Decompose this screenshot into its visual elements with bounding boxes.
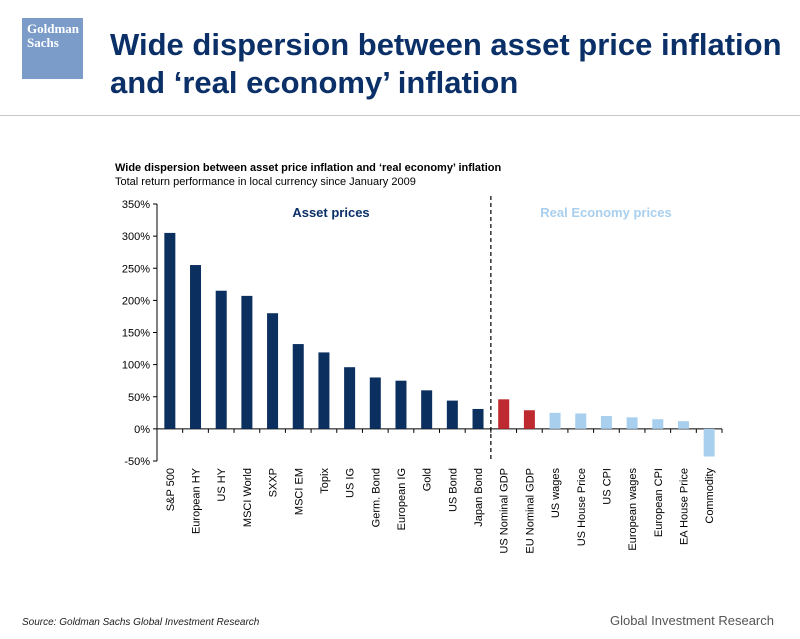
x-category-label: US CPI [601, 468, 613, 505]
page-title-line-2: and ‘real economy’ inflation [110, 65, 519, 100]
bar [626, 417, 638, 429]
y-tick-label: 300% [122, 231, 150, 243]
x-category-label: SXXP [268, 468, 280, 497]
bar [369, 377, 381, 429]
y-tick-label: 150% [122, 328, 150, 340]
logo-line-1: Goldman [27, 21, 80, 36]
y-tick-label: 100% [122, 360, 150, 372]
bar [523, 410, 535, 429]
x-category-label: Japan Bond [473, 468, 485, 527]
x-category-label: US Nominal GDP [499, 468, 511, 554]
bar [677, 421, 689, 429]
x-category-label: Germ. Bond [370, 468, 382, 527]
x-category-label: Topix [319, 468, 331, 494]
bar [395, 380, 407, 429]
bar [344, 367, 356, 429]
bar [292, 344, 304, 429]
bar [215, 290, 227, 429]
logo-line-2: Sachs [27, 35, 59, 50]
x-category-label: US wages [550, 468, 562, 519]
bar [241, 295, 253, 429]
bar [549, 412, 561, 429]
bar [703, 428, 715, 457]
x-category-label: Gold [422, 468, 434, 491]
bar [190, 265, 202, 429]
annotation-real-economy-prices: Real Economy prices [540, 205, 672, 220]
bar [164, 232, 176, 429]
footer-brand: Global Investment Research [609, 613, 774, 628]
x-category-label: Commodity [704, 468, 716, 524]
x-category-label: US House Price [576, 468, 588, 546]
bar [472, 408, 484, 429]
x-category-label: EA House Price [678, 468, 690, 545]
goldman-sachs-logo: Goldman Sachs [22, 18, 83, 79]
bar [267, 313, 279, 429]
y-tick-label: 50% [128, 392, 150, 404]
x-category-label: S&P 500 [165, 468, 177, 511]
chart-subtitle: Total return performance in local curren… [115, 176, 416, 188]
x-category-label: MSCI World [242, 468, 254, 527]
x-category-label: US IG [345, 468, 357, 498]
x-category-label: US Bond [447, 468, 459, 512]
x-category-label: MSCI EM [293, 468, 305, 515]
y-tick-label: 350% [122, 199, 150, 211]
y-tick-label: 250% [122, 263, 150, 275]
x-category-label: European wages [627, 468, 639, 551]
x-category-label: European CPI [653, 468, 665, 537]
bar [600, 416, 612, 429]
annotation-asset-prices: Asset prices [292, 205, 369, 220]
bar [575, 413, 587, 429]
chart-title: Wide dispersion between asset price infl… [115, 162, 502, 174]
bar [446, 400, 458, 429]
x-category-label: US HY [216, 467, 228, 501]
bar [318, 352, 330, 429]
x-category-label: EU Nominal GDP [524, 468, 536, 554]
x-category-label: European IG [396, 468, 408, 530]
source-note: Source: Goldman Sachs Global Investment … [22, 617, 260, 628]
y-tick-label: 200% [122, 295, 150, 307]
y-tick-label: 0% [134, 424, 150, 436]
x-category-label: European HY [191, 467, 203, 534]
bar [652, 419, 664, 429]
bar [421, 390, 433, 429]
page-title-line-1: Wide dispersion between asset price infl… [110, 27, 782, 62]
header-divider [0, 115, 800, 116]
y-tick-label: -50% [124, 456, 150, 468]
page-title: Wide dispersion between asset price infl… [110, 26, 790, 102]
bar [498, 399, 510, 429]
